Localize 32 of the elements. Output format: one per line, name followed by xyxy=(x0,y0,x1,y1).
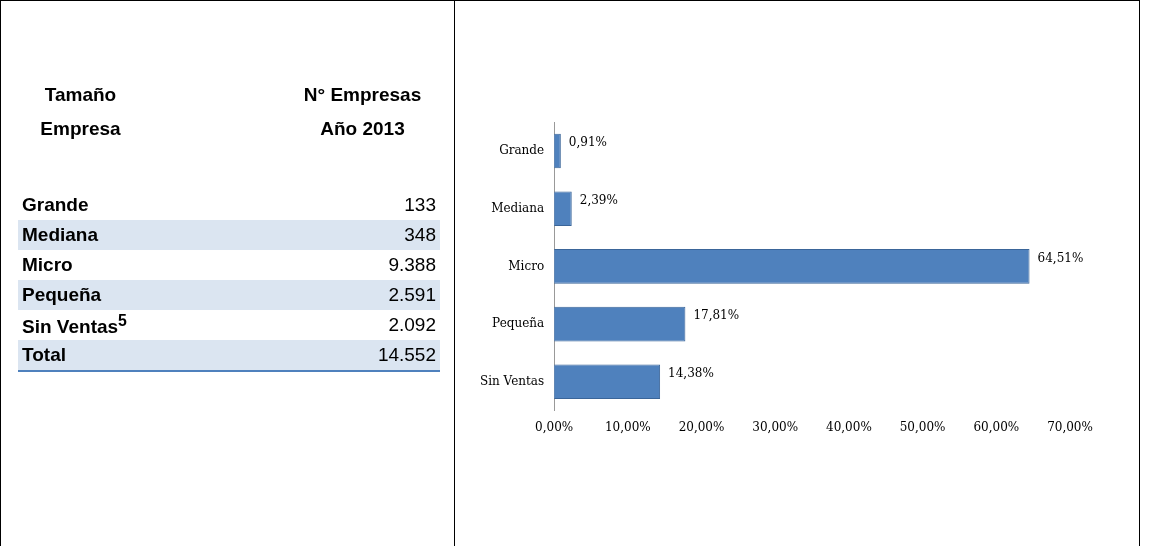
text: 2.092 xyxy=(388,314,436,335)
data-label: 0,91% xyxy=(568,135,607,150)
x-tick-label: 10,00% xyxy=(604,419,651,434)
y-tick-label: Grande xyxy=(499,143,545,158)
category-label: Mediana xyxy=(18,220,229,250)
y-tick-label: Mediana xyxy=(491,200,545,215)
text: 2.591 xyxy=(388,284,436,305)
text: N° Empresas Año 2013 xyxy=(302,83,423,141)
category-label: Sin Ventas$^{5}$ xyxy=(21,310,128,340)
text: Tamaño Empresa xyxy=(39,83,122,141)
text: 133 xyxy=(404,194,436,215)
category-label: Grande xyxy=(21,193,90,217)
x-tick-label: 20,00% xyxy=(678,419,725,434)
x-tick-label: 0,00% xyxy=(535,419,574,434)
data-label: 14,38% xyxy=(668,365,714,380)
x-tick-label: 30,00% xyxy=(752,419,799,434)
category-label: Pequeña xyxy=(18,280,229,310)
data-label: 64,51% xyxy=(1037,250,1084,265)
category-label: Total xyxy=(18,340,229,371)
y-tick-label: Micro xyxy=(508,258,545,273)
x-tick-label: 40,00% xyxy=(826,419,872,434)
data-label: 17,81% xyxy=(693,308,740,323)
x-tick-label: 70,00% xyxy=(1047,419,1093,434)
text: 14.552 xyxy=(377,344,436,365)
data-label: 2,39% xyxy=(579,192,618,207)
text: 9.388 xyxy=(388,254,436,275)
category-label: Micro xyxy=(21,253,74,277)
text: 348 xyxy=(404,224,436,245)
y-tick-label: Sin Ventas xyxy=(479,373,545,388)
x-tick-label: 50,00% xyxy=(899,419,946,434)
y-tick-label: Pequeña xyxy=(492,316,545,331)
x-tick-label: 60,00% xyxy=(973,419,1020,434)
